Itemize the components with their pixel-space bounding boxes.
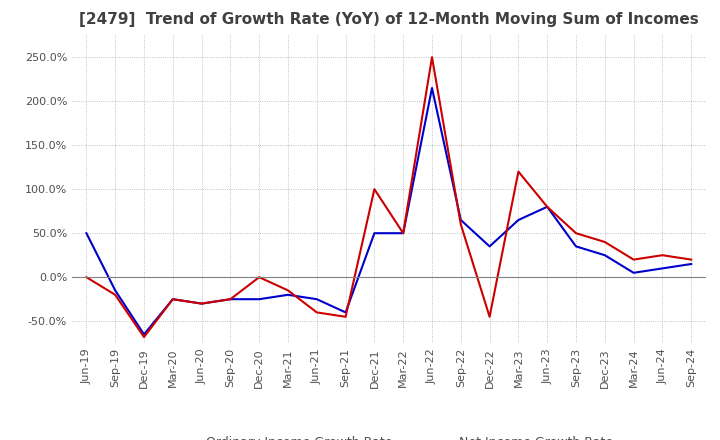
Net Income Growth Rate	[543, 204, 552, 209]
Ordinary Income Growth Rate	[284, 292, 292, 297]
Net Income Growth Rate	[428, 55, 436, 60]
Ordinary Income Growth Rate	[600, 253, 609, 258]
Net Income Growth Rate	[658, 253, 667, 258]
Legend: Ordinary Income Growth Rate, Net Income Growth Rate: Ordinary Income Growth Rate, Net Income …	[160, 431, 618, 440]
Ordinary Income Growth Rate	[370, 231, 379, 236]
Ordinary Income Growth Rate	[543, 204, 552, 209]
Net Income Growth Rate	[312, 310, 321, 315]
Net Income Growth Rate	[572, 231, 580, 236]
Net Income Growth Rate	[341, 314, 350, 319]
Ordinary Income Growth Rate	[629, 270, 638, 275]
Net Income Growth Rate	[370, 187, 379, 192]
Ordinary Income Growth Rate	[255, 297, 264, 302]
Ordinary Income Growth Rate	[197, 301, 206, 306]
Ordinary Income Growth Rate	[312, 297, 321, 302]
Ordinary Income Growth Rate	[399, 231, 408, 236]
Net Income Growth Rate	[284, 288, 292, 293]
Ordinary Income Growth Rate	[428, 85, 436, 91]
Ordinary Income Growth Rate	[82, 231, 91, 236]
Net Income Growth Rate	[514, 169, 523, 174]
Title: [2479]  Trend of Growth Rate (YoY) of 12-Month Moving Sum of Incomes: [2479] Trend of Growth Rate (YoY) of 12-…	[79, 12, 698, 27]
Net Income Growth Rate	[168, 297, 177, 302]
Net Income Growth Rate	[456, 222, 465, 227]
Net Income Growth Rate	[226, 297, 235, 302]
Ordinary Income Growth Rate	[485, 244, 494, 249]
Net Income Growth Rate	[485, 314, 494, 319]
Net Income Growth Rate	[111, 292, 120, 297]
Net Income Growth Rate	[255, 275, 264, 280]
Ordinary Income Growth Rate	[456, 217, 465, 223]
Net Income Growth Rate	[687, 257, 696, 262]
Ordinary Income Growth Rate	[168, 297, 177, 302]
Ordinary Income Growth Rate	[572, 244, 580, 249]
Net Income Growth Rate	[399, 231, 408, 236]
Ordinary Income Growth Rate	[341, 310, 350, 315]
Ordinary Income Growth Rate	[111, 288, 120, 293]
Ordinary Income Growth Rate	[226, 297, 235, 302]
Line: Ordinary Income Growth Rate: Ordinary Income Growth Rate	[86, 88, 691, 334]
Line: Net Income Growth Rate: Net Income Growth Rate	[86, 57, 691, 337]
Net Income Growth Rate	[140, 334, 148, 340]
Ordinary Income Growth Rate	[658, 266, 667, 271]
Net Income Growth Rate	[600, 239, 609, 245]
Ordinary Income Growth Rate	[687, 261, 696, 267]
Ordinary Income Growth Rate	[514, 217, 523, 223]
Net Income Growth Rate	[629, 257, 638, 262]
Net Income Growth Rate	[82, 275, 91, 280]
Net Income Growth Rate	[197, 301, 206, 306]
Ordinary Income Growth Rate	[140, 332, 148, 337]
